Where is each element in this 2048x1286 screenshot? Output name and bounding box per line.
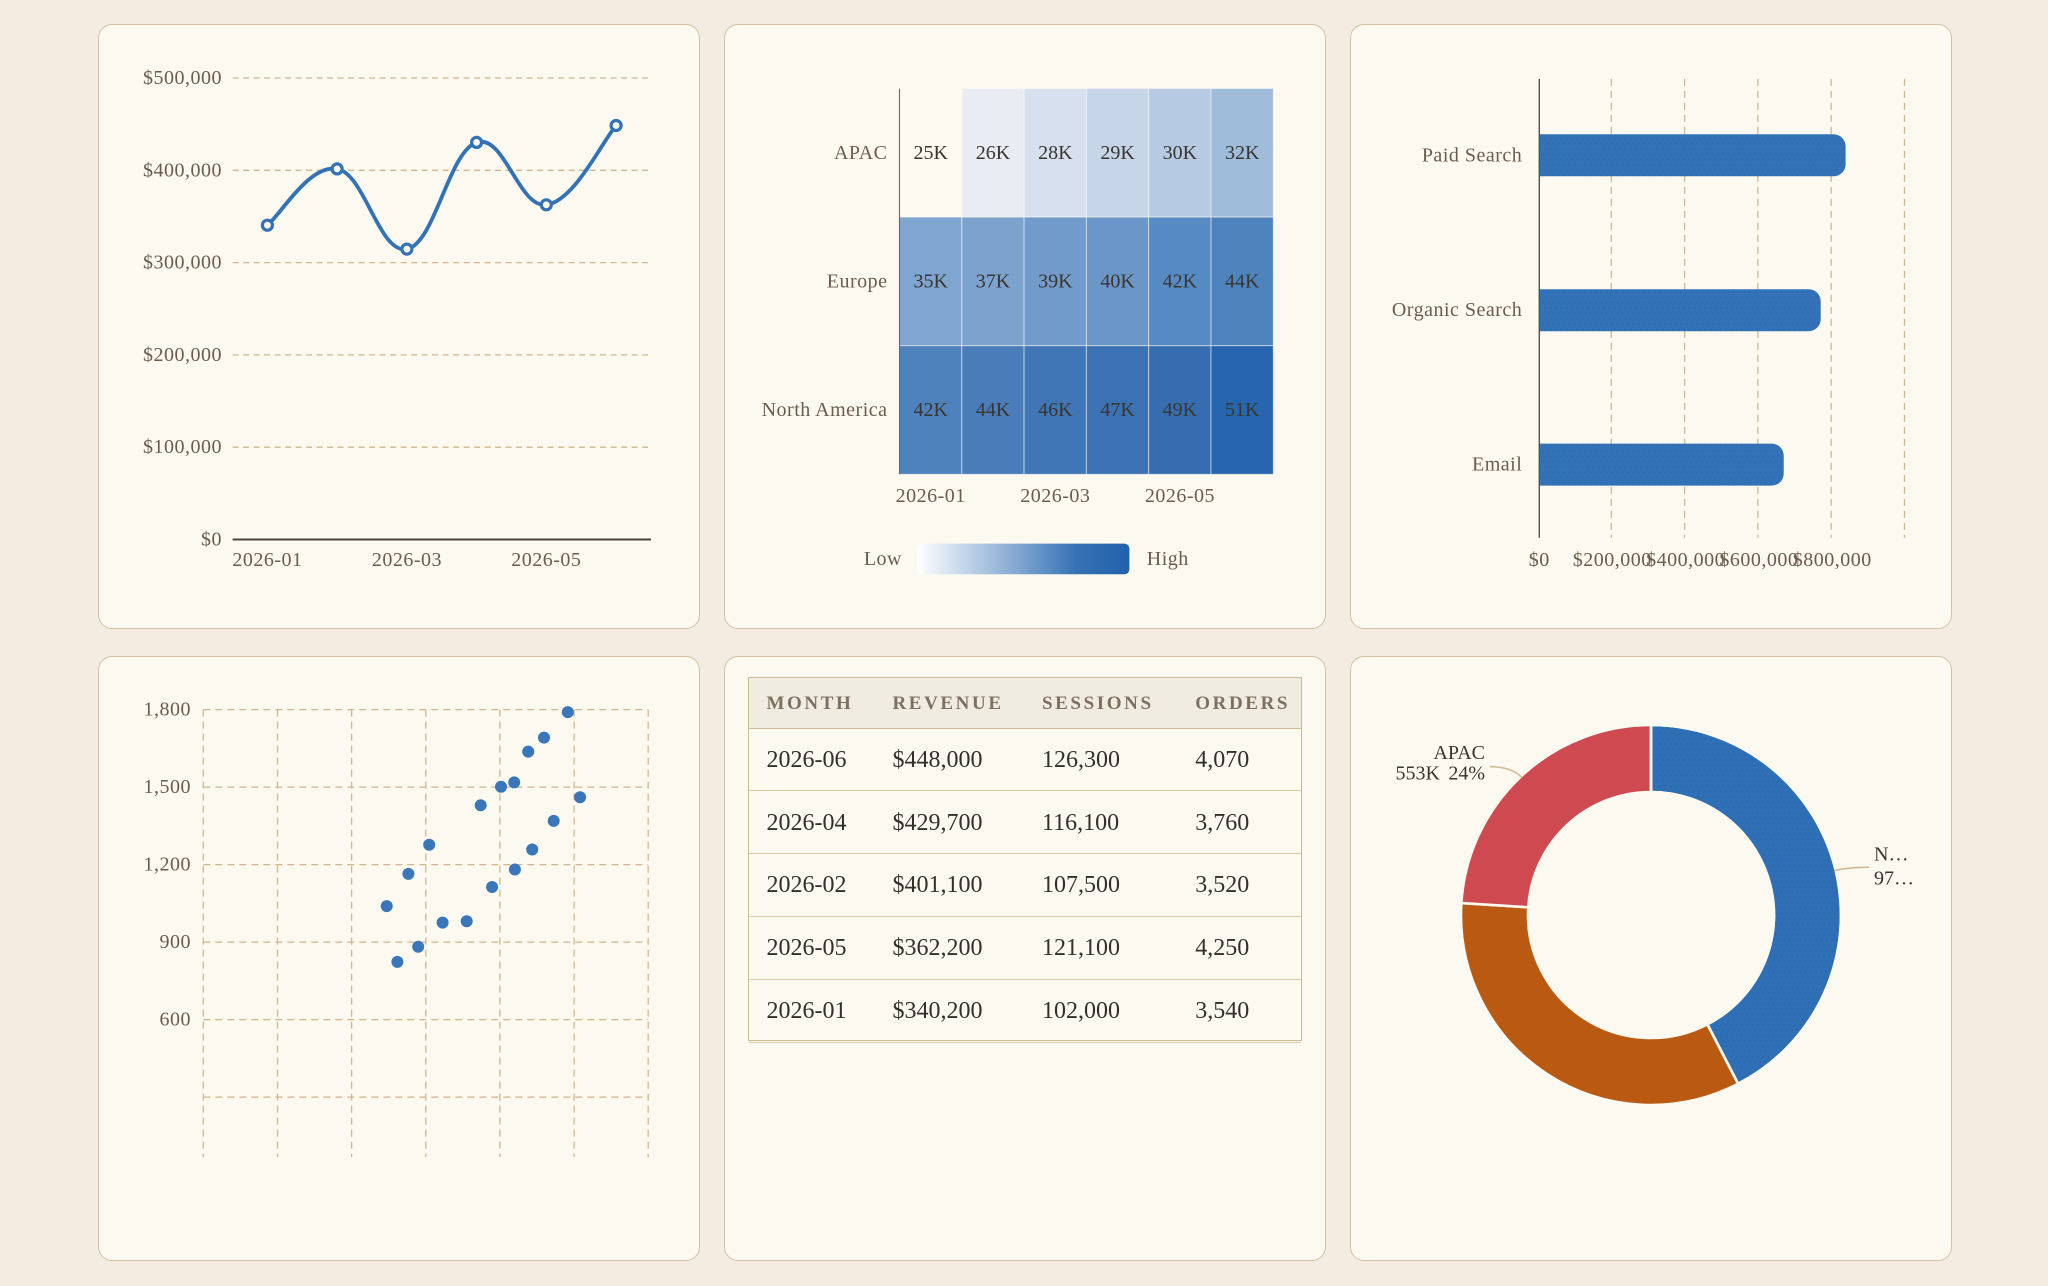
svg-text:29K: 29K <box>1100 142 1135 164</box>
svg-text:APAC: APAC <box>834 142 888 164</box>
svg-text:46K: 46K <box>1038 399 1073 421</box>
svg-text:47K: 47K <box>1100 399 1135 421</box>
svg-text:Email: Email <box>1472 454 1522 476</box>
svg-text:North America: North America <box>762 399 888 421</box>
svg-text:40K: 40K <box>1100 270 1135 292</box>
svg-text:28K: 28K <box>1038 142 1073 164</box>
svg-text:39K: 39K <box>1038 270 1073 292</box>
svg-text:2026-01: 2026-01 <box>232 549 302 571</box>
svg-text:Europe: Europe <box>827 270 888 292</box>
svg-text:N…: N… <box>1874 844 1908 866</box>
svg-text:2026-01: 2026-01 <box>896 485 966 507</box>
svg-text:$400,000: $400,000 <box>143 159 222 181</box>
svg-text:$0: $0 <box>1529 549 1550 571</box>
svg-text:2026-03: 2026-03 <box>1020 485 1090 507</box>
svg-text:2026-05: 2026-05 <box>511 549 581 571</box>
svg-text:37K: 37K <box>976 270 1011 292</box>
svg-text:30K: 30K <box>1163 142 1198 164</box>
svg-text:1,800: 1,800 <box>144 699 192 721</box>
svg-text:High: High <box>1147 548 1189 570</box>
svg-text:49K: 49K <box>1163 399 1198 421</box>
svg-text:$800,000: $800,000 <box>1793 549 1872 571</box>
svg-text:35K: 35K <box>913 270 948 292</box>
svg-text:26K: 26K <box>976 142 1011 164</box>
svg-text:44K: 44K <box>976 399 1011 421</box>
svg-text:25K: 25K <box>913 142 948 164</box>
svg-text:$500,000: $500,000 <box>143 67 222 89</box>
svg-text:$400,000: $400,000 <box>1646 549 1725 571</box>
svg-text:APAC: APAC <box>1433 742 1485 764</box>
svg-text:1,500: 1,500 <box>144 776 192 798</box>
svg-text:1,200: 1,200 <box>144 854 192 876</box>
svg-text:$200,000: $200,000 <box>143 344 222 366</box>
svg-text:$200,000: $200,000 <box>1573 549 1652 571</box>
svg-text:$0: $0 <box>201 529 222 551</box>
svg-text:Paid Search: Paid Search <box>1422 144 1522 166</box>
svg-text:2026-05: 2026-05 <box>1145 485 1215 507</box>
svg-text:44K: 44K <box>1225 270 1260 292</box>
svg-text:900: 900 <box>160 931 192 953</box>
svg-text:42K: 42K <box>913 399 948 421</box>
svg-text:32K: 32K <box>1225 142 1260 164</box>
svg-text:600: 600 <box>160 1009 192 1031</box>
svg-text:51K: 51K <box>1225 399 1260 421</box>
svg-text:$100,000: $100,000 <box>143 436 222 458</box>
svg-text:2026-03: 2026-03 <box>372 549 442 571</box>
svg-text:$300,000: $300,000 <box>143 252 222 274</box>
svg-text:$600,000: $600,000 <box>1719 549 1798 571</box>
svg-text:Organic Search: Organic Search <box>1392 299 1522 321</box>
svg-text:42K: 42K <box>1163 270 1198 292</box>
svg-text:97…: 97… <box>1874 868 1914 890</box>
svg-text:Low: Low <box>864 548 902 570</box>
svg-text:553K 24%: 553K 24% <box>1396 763 1485 785</box>
